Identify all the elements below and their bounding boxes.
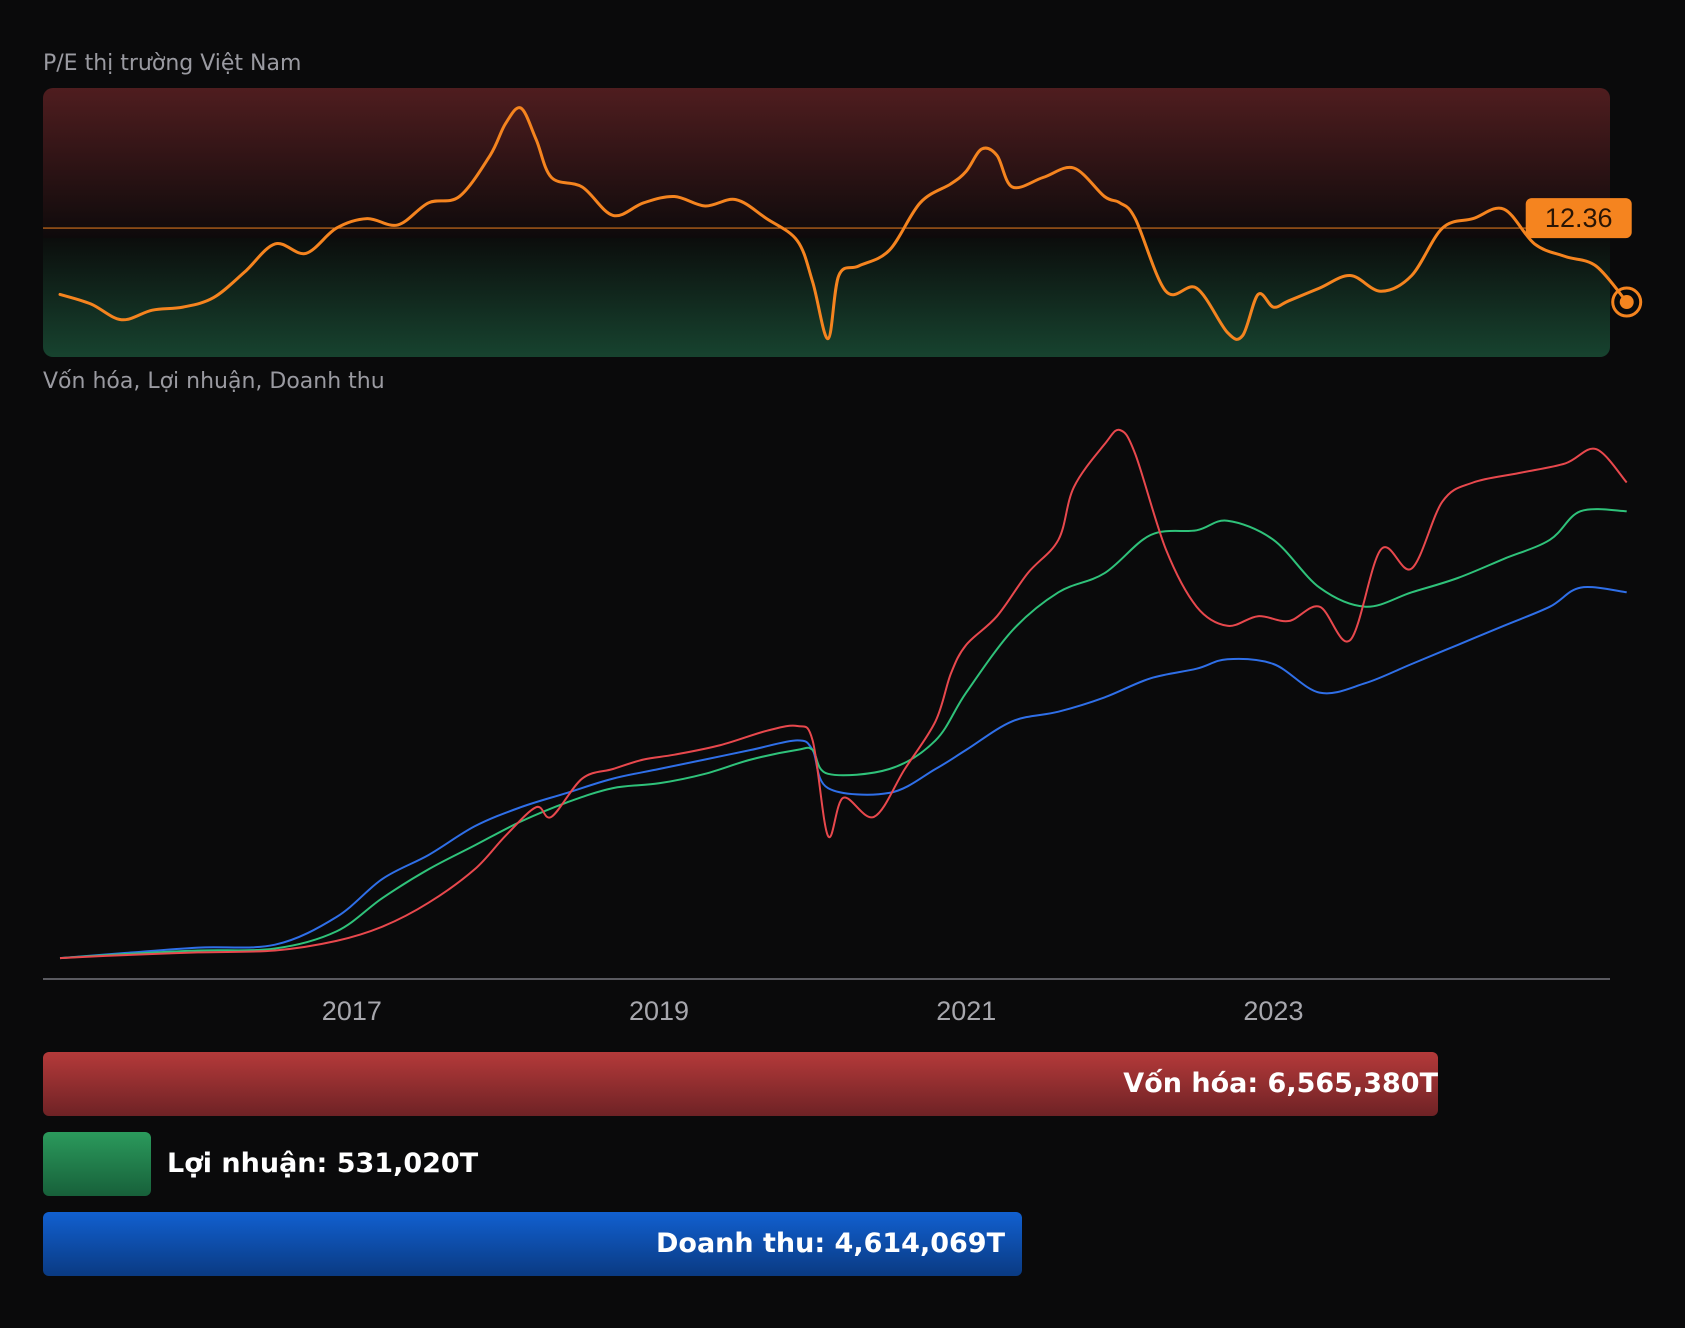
- pe-current-value-label: 12.36: [1545, 203, 1613, 233]
- x-tick-label: 2017: [322, 996, 382, 1026]
- legend-bar-von-hoa: [43, 1052, 1438, 1116]
- pe-current-marker-dot: [1619, 295, 1634, 310]
- pe-line: [58, 106, 1629, 341]
- legend-bar-doanh-thu: [43, 1212, 1022, 1276]
- x-tick-label: 2023: [1243, 996, 1303, 1026]
- series-line-von-hoa: [59, 428, 1628, 960]
- pe-chart-title: P/E thị trường Việt Nam: [43, 51, 302, 76]
- pe-current-value-badge: [1525, 198, 1632, 239]
- legend-label-loi-nhuan: Lợi nhuận: 531,020T: [167, 1148, 479, 1179]
- legend-label-von-hoa: Vốn hóa: 6,565,380T: [1123, 1068, 1438, 1099]
- series-line-loi-nhuan: [59, 508, 1627, 960]
- x-tick-label: 2021: [936, 996, 996, 1026]
- pe-upper-zone: [43, 88, 1610, 238]
- series-line-doanh-thu: [59, 586, 1627, 960]
- legend-bar-loi-nhuan: [43, 1132, 151, 1196]
- pe-current-marker-ring: [1611, 286, 1643, 318]
- main-chart-title: Vốn hóa, Lợi nhuận, Doanh thu: [43, 369, 385, 394]
- x-tick-label: 2019: [629, 996, 689, 1026]
- legend-label-doanh-thu: Doanh thu: 4,614,069T: [655, 1228, 1005, 1259]
